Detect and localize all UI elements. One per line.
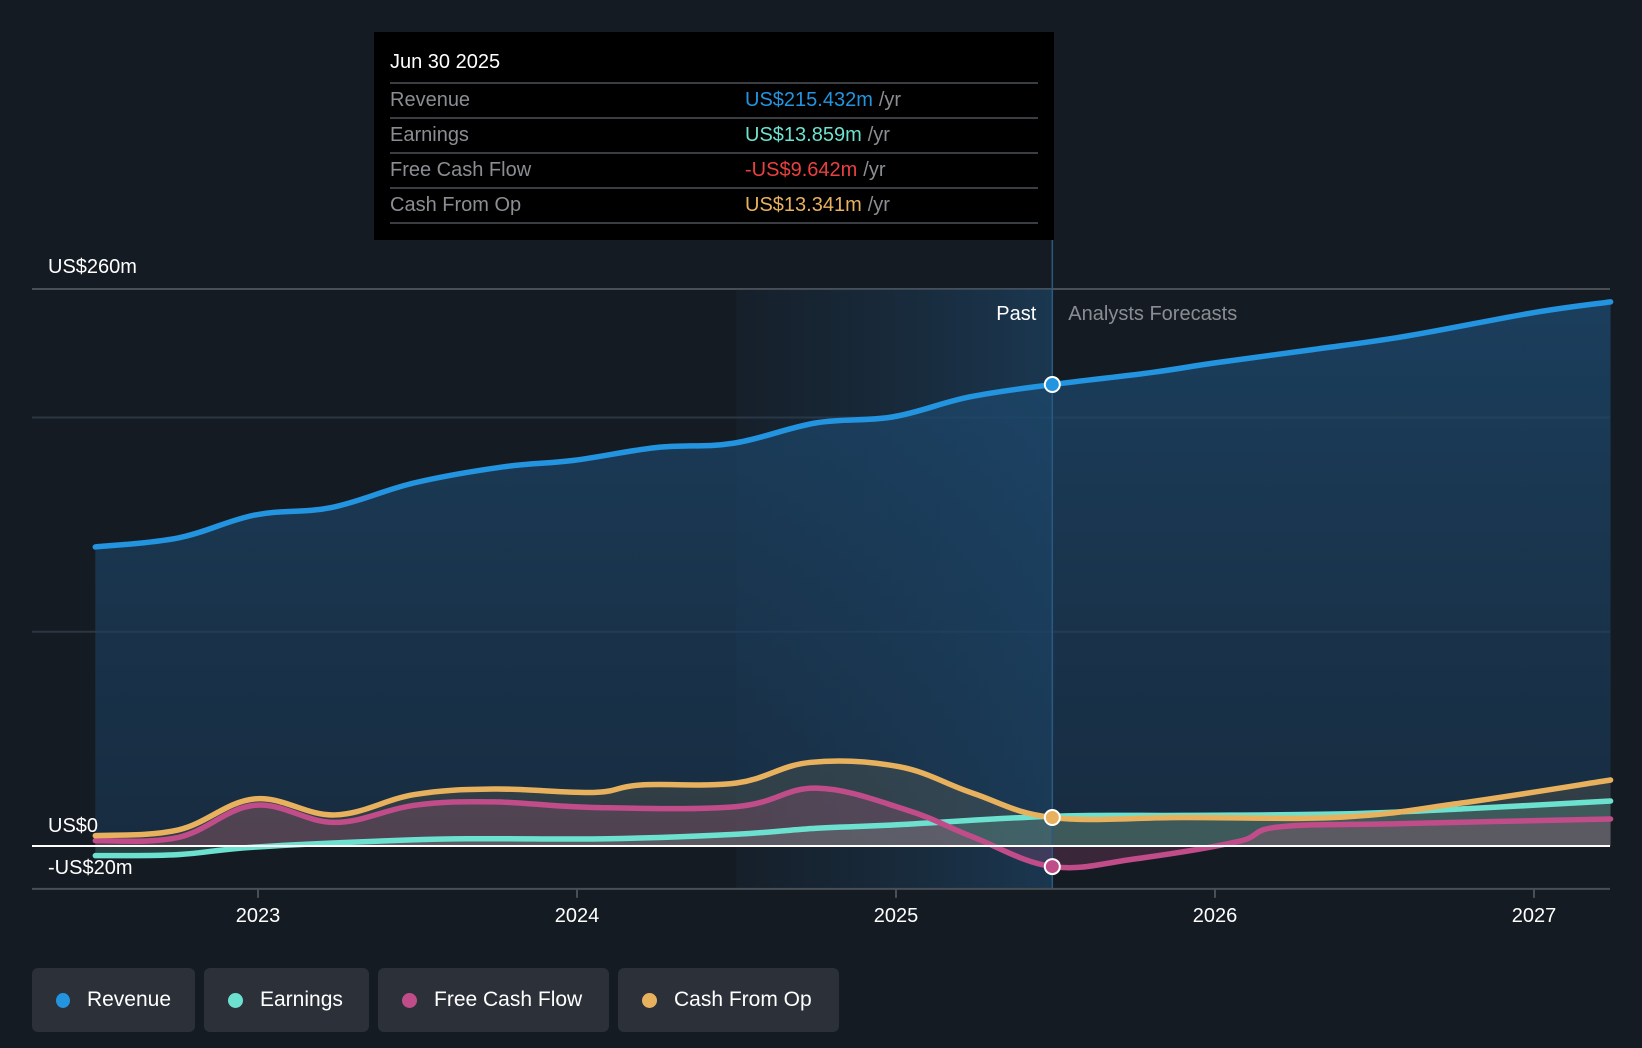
- legend-dot-icon: [402, 992, 417, 1008]
- tooltip-row-earnings: Earnings US$13.859m /yr: [390, 119, 1038, 154]
- tooltip-value: US$215.432m: [745, 89, 873, 111]
- tooltip-value: US$13.341m: [745, 194, 862, 216]
- cash-from-op-current-marker: [1043, 809, 1061, 827]
- tooltip-label: Revenue: [390, 89, 471, 111]
- tooltip-row-revenue: Revenue US$215.432m /yr: [390, 84, 1038, 119]
- series-lines: [92, 299, 1614, 871]
- tooltip-row-free-cash-flow: Free Cash Flow -US$9.642m /yr: [390, 154, 1038, 189]
- legend-dot-icon: [56, 992, 70, 1008]
- x-tick-label: 2024: [555, 905, 600, 927]
- tooltip-unit: /yr: [878, 89, 902, 111]
- x-tick-label: 2027: [1512, 905, 1557, 927]
- analysts-forecasts-label: Analysts Forecasts: [1068, 303, 1237, 325]
- cash-from-op-line: [92, 758, 1614, 839]
- legend-dot-icon: [642, 992, 657, 1008]
- legend-item-cash-from-op[interactable]: Cash From Op: [618, 968, 839, 1032]
- revenue-area: [95, 301, 1611, 846]
- tooltip-label: Free Cash Flow: [390, 159, 532, 181]
- tooltip-value: -US$9.642m: [745, 159, 858, 181]
- legend-item-revenue[interactable]: Revenue: [32, 968, 195, 1032]
- legend-label: Revenue: [86, 988, 171, 1011]
- y-tick-label: US$260m: [48, 256, 137, 278]
- tooltip-value: US$13.859m: [745, 124, 862, 146]
- legend-item-free-cash-flow[interactable]: Free Cash Flow: [378, 968, 609, 1032]
- x-tick-label: 2023: [236, 905, 281, 927]
- legend-dot-icon: [228, 992, 243, 1008]
- y-tick-label: US$0: [48, 815, 98, 837]
- plot-left-dark-band: [0, 289, 96, 889]
- x-tick-label: 2025: [874, 905, 919, 927]
- tooltip-unit: /yr: [863, 159, 886, 181]
- x-tick-label: 2026: [1193, 905, 1238, 927]
- tooltip-unit: /yr: [867, 194, 890, 216]
- past-label: Past: [996, 303, 1036, 325]
- free-cash-flow-current-marker: [1043, 858, 1061, 876]
- legend: Revenue Earnings Free Cash Flow Cash Fro…: [32, 968, 839, 1032]
- y-axis-labels: US$260m US$0 -US$20m: [48, 256, 137, 879]
- y-tick-label: -US$20m: [48, 857, 132, 879]
- revenue-current-marker: [1043, 376, 1061, 394]
- tooltip-unit: /yr: [867, 124, 890, 146]
- current-value-markers: [1043, 376, 1061, 876]
- legend-item-earnings[interactable]: Earnings: [204, 968, 369, 1032]
- data-tooltip: Jun 30 2025 Revenue US$215.432m /yr Earn…: [374, 32, 1054, 240]
- chart-area: 2023 2024 2025 2026 2027 US$260mUS$0-US$20m …: [0, 240, 1614, 927]
- revenue-line: [92, 299, 1614, 550]
- x-axis: 2023 2024 2025 2026 2027: [32, 887, 1610, 927]
- free-cash-flow-line: [92, 785, 1614, 871]
- legend-label: Free Cash Flow: [434, 988, 583, 1011]
- earnings-line: [92, 798, 1614, 859]
- tooltip-label: Earnings: [390, 124, 469, 146]
- tooltip-date: Jun 30 2025: [390, 46, 1038, 84]
- legend-label: Earnings: [260, 988, 343, 1011]
- tooltip-label: Cash From Op: [390, 194, 522, 216]
- cash-from-op-area: [95, 761, 1611, 846]
- legend-label: Cash From Op: [674, 988, 812, 1011]
- tooltip-row-cash-from-op: Cash From Op US$13.341m /yr: [390, 189, 1038, 224]
